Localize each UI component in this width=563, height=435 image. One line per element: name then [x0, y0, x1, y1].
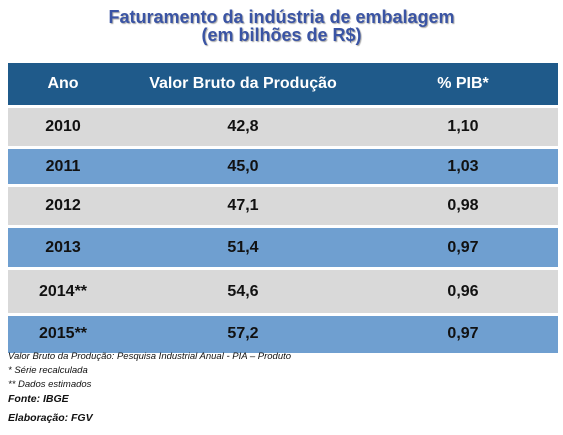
table-row: 2015** 57,2 0,97: [8, 313, 558, 353]
chart-title: Faturamento da indústria de embalagem (e…: [0, 8, 563, 44]
table-row: 2011 45,0 1,03: [8, 146, 558, 186]
cell-year: 2014**: [8, 267, 118, 315]
cell-value: 42,8: [118, 105, 368, 148]
cell-year: 2012: [8, 184, 118, 227]
cell-value: 47,1: [118, 184, 368, 227]
cell-year: 2011: [8, 146, 118, 186]
cell-pib: 1,03: [368, 146, 558, 186]
fonte-note: Fonte: IBGE: [8, 393, 69, 405]
cell-pib: 0,98: [368, 184, 558, 227]
header-valor-bruto: Valor Bruto da Produção: [118, 63, 368, 107]
recalc-note: * Série recalculada: [8, 365, 88, 376]
cell-value: 45,0: [118, 146, 368, 186]
cell-value: 57,2: [118, 313, 368, 353]
table-row: 2013 51,4 0,97: [8, 225, 558, 269]
cell-pib: 0,97: [368, 313, 558, 353]
cell-pib: 1,10: [368, 105, 558, 148]
cell-pib: 0,96: [368, 267, 558, 315]
cell-year: 2010: [8, 105, 118, 148]
table-row: 2010 42,8 1,10: [8, 105, 558, 148]
header-pib: % PIB*: [368, 63, 558, 107]
table-row: 2012 47,1 0,98: [8, 184, 558, 227]
table-header-row: Ano Valor Bruto da Produção % PIB*: [8, 63, 558, 107]
elaboracao-note: Elaboração: FGV: [8, 412, 93, 424]
data-table: Ano Valor Bruto da Produção % PIB* 2010 …: [8, 63, 558, 353]
estimated-note: ** Dados estimados: [8, 379, 92, 390]
header-ano: Ano: [8, 63, 118, 107]
title-line-1: Faturamento da indústria de embalagem: [108, 7, 455, 27]
cell-year: 2013: [8, 225, 118, 269]
cell-year: 2015**: [8, 313, 118, 353]
title-line-2: (em bilhões de R$): [201, 25, 362, 45]
cell-pib: 0,97: [368, 225, 558, 269]
source-note: Valor Bruto da Produção: Pesquisa Indust…: [8, 351, 292, 362]
cell-value: 51,4: [118, 225, 368, 269]
table-row: 2014** 54,6 0,96: [8, 267, 558, 315]
cell-value: 54,6: [118, 267, 368, 315]
footnotes: Valor Bruto da Produção: Pesquisa Indust…: [8, 350, 291, 425]
